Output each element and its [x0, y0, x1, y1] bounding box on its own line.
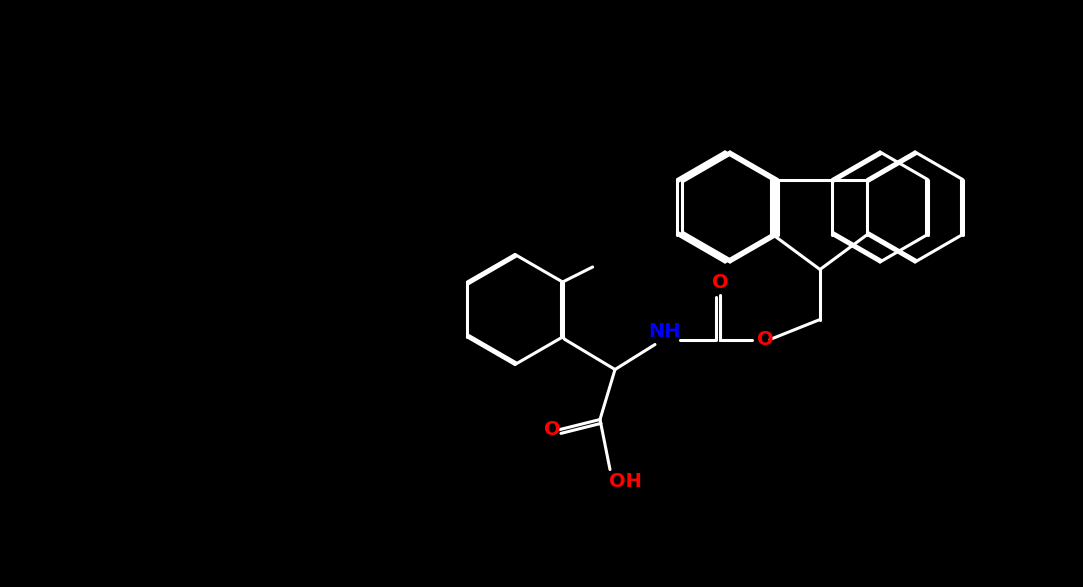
Text: O: O: [544, 420, 560, 439]
Text: NH: NH: [649, 322, 681, 341]
Text: OH: OH: [609, 472, 641, 491]
Text: O: O: [757, 330, 773, 349]
Text: O: O: [712, 273, 728, 292]
